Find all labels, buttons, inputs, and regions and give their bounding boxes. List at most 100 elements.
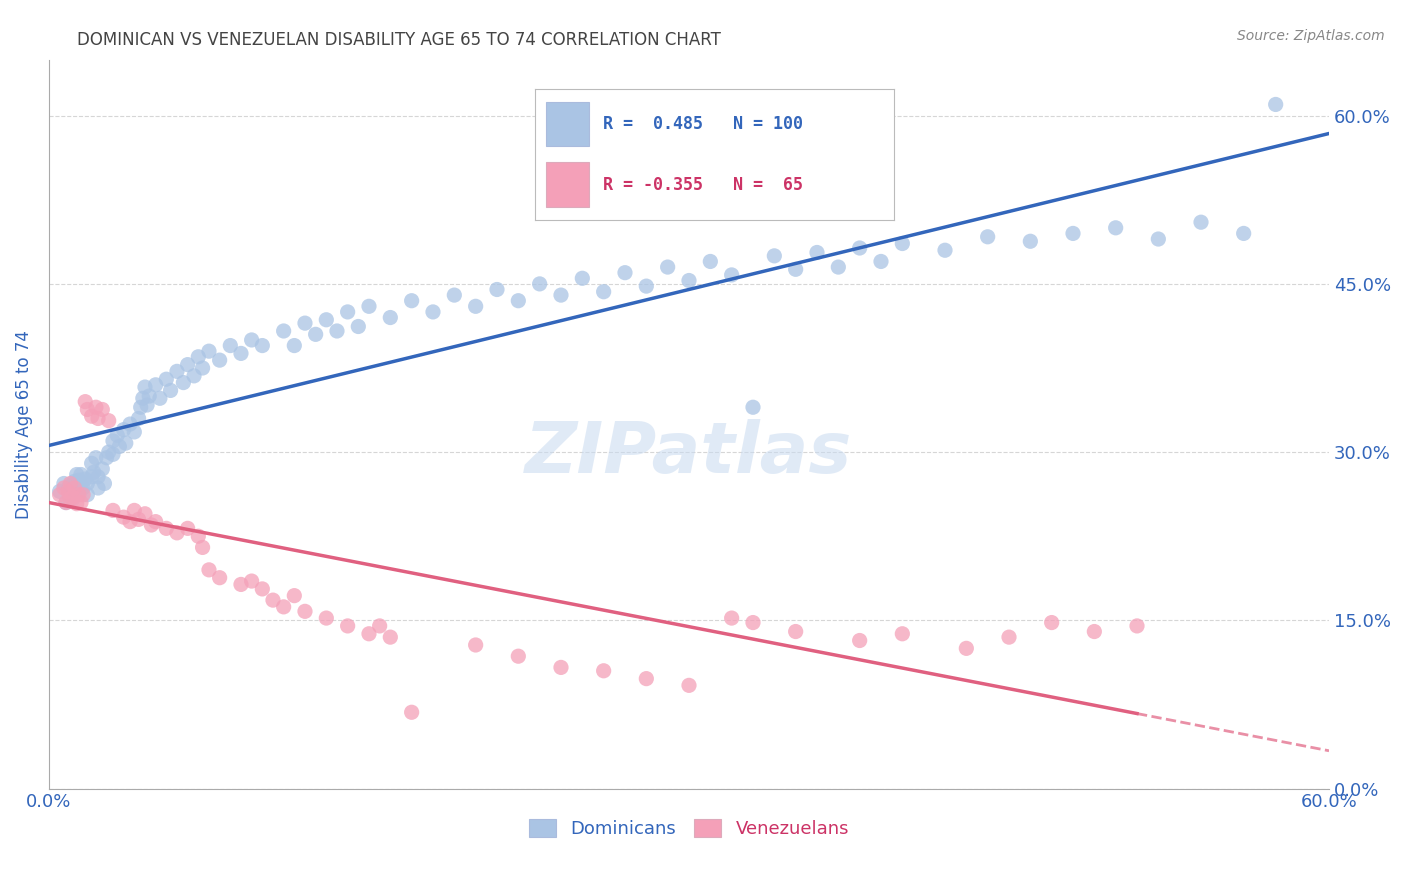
- Point: [128, 411, 150, 425]
- Point: [52, 481, 75, 495]
- Point: [955, 641, 977, 656]
- Point: [187, 529, 209, 543]
- Point: [159, 384, 181, 398]
- Point: [273, 324, 295, 338]
- Point: [67, 473, 90, 487]
- Point: [443, 288, 465, 302]
- Point: [63, 488, 86, 502]
- Point: [80, 469, 103, 483]
- Point: [305, 327, 328, 342]
- Point: [240, 574, 263, 588]
- Point: [240, 333, 263, 347]
- Point: [657, 260, 679, 274]
- Point: [118, 417, 141, 431]
- Point: [198, 563, 221, 577]
- Point: [155, 372, 177, 386]
- Point: [678, 273, 700, 287]
- Point: [1083, 624, 1105, 639]
- Point: [401, 706, 423, 720]
- Point: [118, 515, 141, 529]
- Point: [91, 402, 114, 417]
- Point: [891, 236, 914, 251]
- Point: [149, 391, 172, 405]
- Point: [592, 285, 614, 299]
- Point: [97, 445, 120, 459]
- Point: [187, 350, 209, 364]
- Point: [176, 521, 198, 535]
- Point: [112, 510, 135, 524]
- Point: [401, 293, 423, 308]
- Point: [636, 279, 658, 293]
- Point: [59, 479, 82, 493]
- Point: [219, 338, 242, 352]
- Point: [283, 338, 305, 352]
- Point: [72, 481, 94, 495]
- Point: [1040, 615, 1063, 630]
- Point: [315, 312, 337, 326]
- Point: [678, 678, 700, 692]
- Point: [155, 521, 177, 535]
- Point: [891, 627, 914, 641]
- Point: [742, 401, 765, 415]
- Point: [80, 409, 103, 424]
- Point: [91, 462, 114, 476]
- Point: [614, 266, 637, 280]
- Point: [848, 241, 870, 255]
- Text: Source: ZipAtlas.com: Source: ZipAtlas.com: [1237, 29, 1385, 43]
- Point: [1189, 215, 1212, 229]
- Y-axis label: Disability Age 65 to 74: Disability Age 65 to 74: [15, 330, 32, 518]
- Point: [59, 476, 82, 491]
- Point: [763, 249, 786, 263]
- Point: [67, 488, 90, 502]
- Point: [357, 627, 380, 641]
- Point: [336, 619, 359, 633]
- Point: [464, 299, 486, 313]
- Point: [80, 456, 103, 470]
- Point: [785, 262, 807, 277]
- Point: [66, 467, 89, 482]
- Point: [1062, 227, 1084, 241]
- Point: [48, 484, 70, 499]
- Point: [70, 495, 93, 509]
- Point: [208, 571, 231, 585]
- Point: [357, 299, 380, 313]
- Point: [134, 380, 156, 394]
- Point: [48, 488, 70, 502]
- Point: [592, 664, 614, 678]
- Point: [97, 414, 120, 428]
- Point: [422, 305, 444, 319]
- Point: [59, 490, 82, 504]
- Point: [132, 391, 155, 405]
- Point: [114, 436, 136, 450]
- Point: [96, 450, 118, 465]
- Point: [145, 515, 167, 529]
- Point: [75, 394, 97, 409]
- Point: [336, 305, 359, 319]
- Point: [59, 492, 82, 507]
- Point: [1147, 232, 1170, 246]
- Point: [56, 484, 79, 499]
- Point: [229, 346, 252, 360]
- Point: [720, 268, 742, 282]
- Point: [1233, 227, 1256, 241]
- Point: [141, 518, 163, 533]
- Point: [75, 472, 97, 486]
- Text: ZIPatlas: ZIPatlas: [526, 418, 852, 488]
- Point: [571, 271, 593, 285]
- Point: [66, 497, 89, 511]
- Point: [76, 476, 98, 491]
- Point: [105, 428, 128, 442]
- Point: [934, 244, 956, 258]
- Point: [720, 611, 742, 625]
- Point: [166, 525, 188, 540]
- Point: [183, 368, 205, 383]
- Point: [172, 376, 194, 390]
- Point: [347, 319, 370, 334]
- Text: DOMINICAN VS VENEZUELAN DISABILITY AGE 65 TO 74 CORRELATION CHART: DOMINICAN VS VENEZUELAN DISABILITY AGE 6…: [77, 31, 721, 49]
- Point: [550, 660, 572, 674]
- Point: [998, 630, 1021, 644]
- Point: [136, 398, 159, 412]
- Point: [550, 288, 572, 302]
- Point: [93, 476, 115, 491]
- Point: [529, 277, 551, 291]
